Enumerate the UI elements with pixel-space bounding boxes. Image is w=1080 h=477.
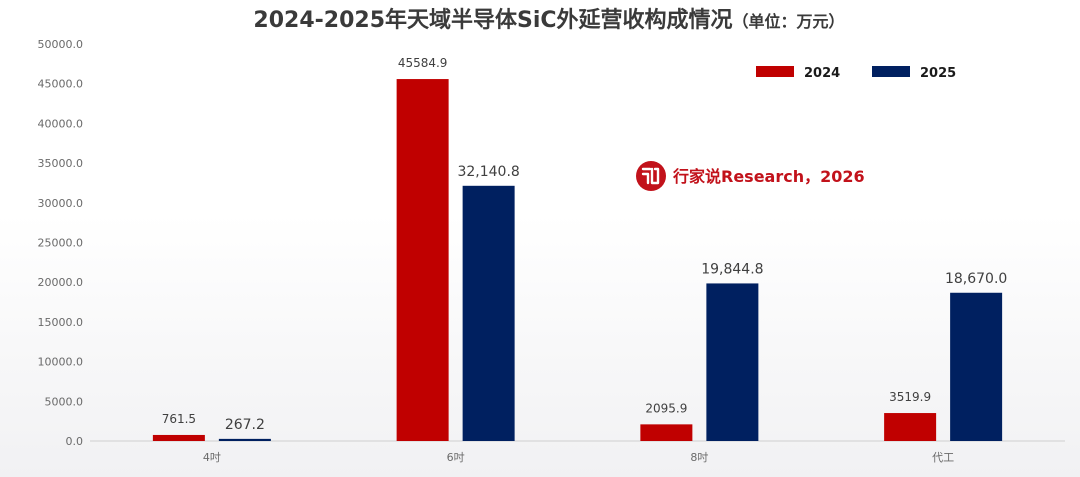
y-tick-label: 45000.0 bbox=[38, 78, 84, 91]
legend: 2024 2025 bbox=[756, 66, 956, 81]
bar-2024-2 bbox=[396, 79, 449, 441]
chart-title-main: 2024-2025年天域半导体SiC外延营收构成情况 bbox=[253, 7, 732, 33]
y-tick-label: 35000.0 bbox=[38, 157, 84, 170]
x-tick-label: 4吋 bbox=[203, 451, 221, 464]
watermark: 行家说Research，2026 bbox=[636, 161, 865, 191]
y-tick-label: 40000.0 bbox=[38, 117, 84, 130]
x-tick-label: 6吋 bbox=[447, 451, 465, 464]
bar-2025-4 bbox=[950, 292, 1003, 441]
y-tick-label: 30000.0 bbox=[38, 197, 84, 210]
y-tick-label: 0.0 bbox=[66, 435, 84, 448]
bar-2025-2 bbox=[462, 185, 515, 441]
bar-2024-1 bbox=[152, 434, 205, 441]
legend-swatch-2025 bbox=[872, 66, 910, 77]
y-tick-label: 20000.0 bbox=[38, 276, 84, 289]
data-label-2024-3: 2095.9 bbox=[645, 401, 687, 415]
watermark-logo-glyph bbox=[641, 167, 660, 185]
data-label-2024-2: 45584.9 bbox=[398, 56, 448, 70]
bar-2024-4 bbox=[884, 413, 937, 441]
y-tick-label: 10000.0 bbox=[38, 356, 84, 369]
y-tick-label: 25000.0 bbox=[38, 237, 84, 250]
legend-label-2025: 2025 bbox=[920, 66, 956, 81]
bar-2025-3 bbox=[706, 283, 759, 441]
data-label-2025-3: 19,844.8 bbox=[701, 261, 763, 277]
x-tick-label: 代工 bbox=[932, 451, 954, 464]
y-tick-label: 15000.0 bbox=[38, 316, 84, 329]
data-label-2025-2: 32,140.8 bbox=[457, 164, 519, 180]
legend-label-2024: 2024 bbox=[804, 66, 840, 81]
data-labels-group: 761.5 267.2 45584.9 32,140.8 2095.9 19,844.8 3… bbox=[162, 56, 1008, 433]
data-label-2024-4: 3519.9 bbox=[889, 390, 931, 404]
y-tick-label: 50000.0 bbox=[38, 38, 84, 51]
legend-swatch-2024 bbox=[756, 66, 794, 77]
x-tick-label: 8吋 bbox=[690, 451, 708, 464]
x-axis: 4吋 6吋 8吋 代工 bbox=[203, 451, 954, 464]
chart-title-unit: （单位：万元） bbox=[733, 12, 845, 31]
watermark-text: 行家说Research，2026 bbox=[672, 167, 865, 186]
bar-2024-3 bbox=[640, 424, 693, 441]
chart-title: 2024-2025年天域半导体SiC外延营收构成情况（单位：万元） bbox=[253, 7, 844, 33]
data-label-2024-1: 761.5 bbox=[162, 412, 196, 426]
data-label-2025-1: 267.2 bbox=[225, 417, 265, 433]
bar-2025-1 bbox=[218, 438, 271, 441]
bars-group bbox=[152, 79, 1003, 441]
y-tick-label: 5000.0 bbox=[45, 395, 84, 408]
y-axis: 0.0 5000.0 10000.0 15000.0 20000.0 25000.0 300… bbox=[38, 38, 84, 448]
data-label-2025-4: 18,670.0 bbox=[945, 271, 1007, 287]
